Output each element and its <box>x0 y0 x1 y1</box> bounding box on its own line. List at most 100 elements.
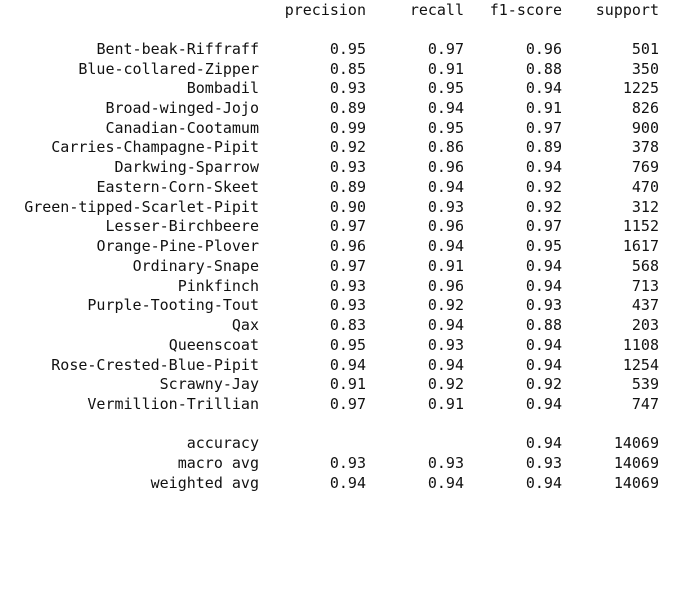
row-recall: 0.93 <box>427 454 464 472</box>
row-recall: 0.94 <box>427 316 464 334</box>
row-label: Vermillion-Trillian <box>87 395 259 413</box>
row-precision: 0.97 <box>329 395 366 413</box>
row-label: Bombadil <box>186 79 259 97</box>
row-precision: 0.94 <box>329 474 366 492</box>
row-f1-score: 0.94 <box>525 434 562 452</box>
row-precision: 0.93 <box>329 454 366 472</box>
row-precision: 0.97 <box>329 217 366 235</box>
table-row: Bent-beak-Riffraff 0.95 0.97 0.96 501 <box>0 39 675 59</box>
row-f1-score: 0.94 <box>525 158 562 176</box>
header-recall: recall <box>409 1 464 19</box>
row-f1-score: 0.88 <box>525 316 562 334</box>
row-label: Purple-Tooting-Tout <box>87 296 259 314</box>
row-label: Rose-Crested-Blue-Pipit <box>51 356 259 374</box>
row-recall: 0.93 <box>427 336 464 354</box>
row-precision: 0.93 <box>329 158 366 176</box>
row-support: 747 <box>631 395 659 413</box>
row-support: 1254 <box>622 356 659 374</box>
row-precision: 0.90 <box>329 198 366 216</box>
row-f1-score: 0.92 <box>525 198 562 216</box>
row-label: Broad-winged-Jojo <box>105 99 259 117</box>
row-precision: 0.93 <box>329 296 366 314</box>
row-label: Blue-collared-Zipper <box>78 60 259 78</box>
row-f1-score: 0.88 <box>525 60 562 78</box>
row-support: 568 <box>631 257 659 275</box>
row-support: 769 <box>631 158 659 176</box>
row-support: 203 <box>631 316 659 334</box>
row-support: 14069 <box>613 434 659 452</box>
row-label: Green-tipped-Scarlet-Pipit <box>24 198 259 216</box>
table-row: Orange-Pine-Plover 0.96 0.94 0.95 1617 <box>0 236 675 256</box>
row-precision: 0.85 <box>329 60 366 78</box>
row-support: 312 <box>631 198 659 216</box>
row-f1-score: 0.94 <box>525 277 562 295</box>
table-row: Lesser-Birchbeere 0.97 0.96 0.97 1152 <box>0 216 675 236</box>
row-label: Pinkfinch <box>177 277 259 295</box>
row-support: 1225 <box>622 79 659 97</box>
row-f1-score: 0.89 <box>525 138 562 156</box>
row-support: 1152 <box>622 217 659 235</box>
row-label: Queenscoat <box>168 336 259 354</box>
row-f1-score: 0.97 <box>525 119 562 137</box>
table-row: Rose-Crested-Blue-Pipit 0.94 0.94 0.94 1… <box>0 355 675 375</box>
row-support: 713 <box>631 277 659 295</box>
table-row: Carries-Champagne-Pipit 0.92 0.86 0.89 3… <box>0 137 675 157</box>
header-precision: precision <box>284 1 366 19</box>
row-label: Carries-Champagne-Pipit <box>51 138 259 156</box>
row-precision: 0.97 <box>329 257 366 275</box>
weighted-avg-row: weighted avg 0.94 0.94 0.94 14069 <box>0 473 675 493</box>
row-f1-score: 0.92 <box>525 375 562 393</box>
classification-report: precision recall f1-score support Bent-b… <box>0 1 675 493</box>
row-label: Lesser-Birchbeere <box>105 217 259 235</box>
row-f1-score: 0.94 <box>525 356 562 374</box>
row-recall: 0.92 <box>427 375 464 393</box>
row-support: 900 <box>631 119 659 137</box>
table-row: Eastern-Corn-Skeet 0.89 0.94 0.92 470 <box>0 177 675 197</box>
row-label: Eastern-Corn-Skeet <box>96 178 259 196</box>
row-f1-score: 0.94 <box>525 474 562 492</box>
row-precision: 0.96 <box>329 237 366 255</box>
row-f1-score: 0.94 <box>525 79 562 97</box>
row-support: 378 <box>631 138 659 156</box>
row-precision: 0.92 <box>329 138 366 156</box>
row-support: 826 <box>631 99 659 117</box>
row-recall: 0.94 <box>427 178 464 196</box>
row-recall: 0.97 <box>427 40 464 58</box>
row-precision: 0.95 <box>329 336 366 354</box>
row-precision: 0.94 <box>329 356 366 374</box>
row-f1-score: 0.97 <box>525 217 562 235</box>
row-support: 501 <box>631 40 659 58</box>
row-support: 1617 <box>622 237 659 255</box>
row-support: 14069 <box>613 474 659 492</box>
accuracy-row: accuracy 0.94 14069 <box>0 433 675 453</box>
row-label: Ordinary-Snape <box>132 257 259 275</box>
table-row: Scrawny-Jay 0.91 0.92 0.92 539 <box>0 374 675 394</box>
row-recall: 0.94 <box>427 237 464 255</box>
row-f1-score: 0.93 <box>525 296 562 314</box>
row-f1-score: 0.94 <box>525 257 562 275</box>
table-row: Purple-Tooting-Tout 0.93 0.92 0.93 437 <box>0 295 675 315</box>
row-recall: 0.94 <box>427 99 464 117</box>
row-label: weighted avg <box>150 474 259 492</box>
table-row: Broad-winged-Jojo 0.89 0.94 0.91 826 <box>0 98 675 118</box>
row-recall: 0.93 <box>427 198 464 216</box>
row-precision: 0.95 <box>329 40 366 58</box>
row-recall: 0.95 <box>427 79 464 97</box>
header-support: support <box>595 1 659 19</box>
row-recall: 0.96 <box>427 217 464 235</box>
table-row: Green-tipped-Scarlet-Pipit 0.90 0.93 0.9… <box>0 197 675 217</box>
row-recall: 0.94 <box>427 474 464 492</box>
row-precision: 0.89 <box>329 99 366 117</box>
table-row: Darkwing-Sparrow 0.93 0.96 0.94 769 <box>0 157 675 177</box>
row-label: accuracy <box>186 434 259 452</box>
row-recall: 0.86 <box>427 138 464 156</box>
row-recall: 0.91 <box>427 60 464 78</box>
table-row: Qax 0.83 0.94 0.88 203 <box>0 315 675 335</box>
header-f1-score: f1-score <box>489 1 562 19</box>
row-label: Canadian-Cootamum <box>105 119 259 137</box>
macro-avg-row: macro avg 0.93 0.93 0.93 14069 <box>0 453 675 473</box>
row-label: Orange-Pine-Plover <box>96 237 259 255</box>
row-precision: 0.83 <box>329 316 366 334</box>
row-f1-score: 0.91 <box>525 99 562 117</box>
row-label: Scrawny-Jay <box>159 375 259 393</box>
